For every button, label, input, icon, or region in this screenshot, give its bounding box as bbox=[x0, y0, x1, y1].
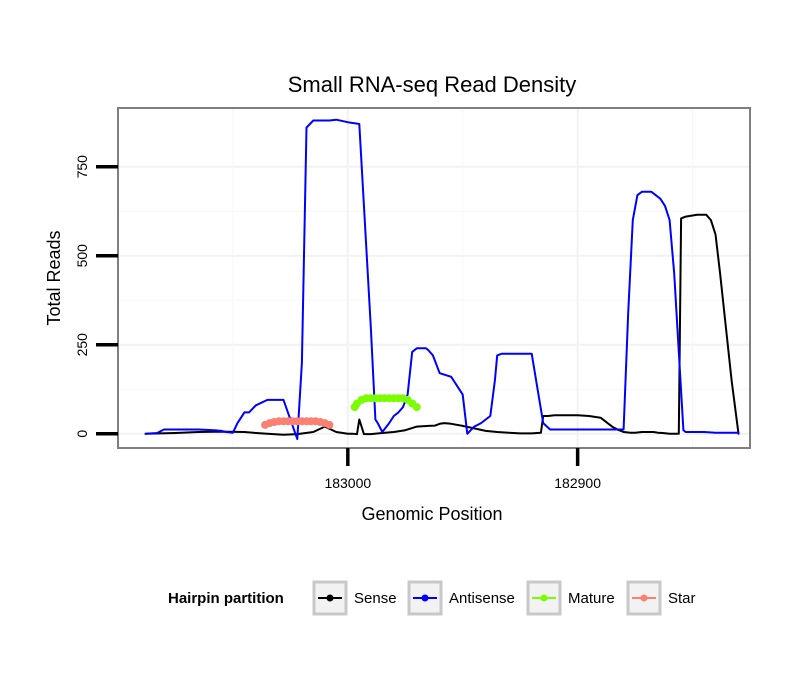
legend-key-point bbox=[640, 594, 648, 602]
y-tick-label: 0 bbox=[74, 430, 90, 438]
legend-key-point bbox=[540, 594, 548, 602]
plot-border bbox=[117, 107, 751, 449]
y-tick-label: 750 bbox=[74, 155, 90, 179]
legend-label: Sense bbox=[354, 590, 397, 607]
legend-item-star: Star bbox=[626, 580, 696, 616]
data-point-mature bbox=[412, 403, 421, 412]
series-line-sense bbox=[144, 213, 740, 436]
x-axis-title: Genomic Position bbox=[361, 504, 502, 524]
y-axis-title: Total Reads bbox=[44, 230, 64, 325]
legend-label: Antisense bbox=[449, 590, 515, 607]
x-tick-label: 183000 bbox=[324, 475, 371, 491]
grid-lines bbox=[118, 108, 750, 448]
series-layer bbox=[144, 118, 740, 441]
axes: 0 250 500 750 183000 182900 bbox=[74, 155, 601, 491]
series-line-antisense bbox=[144, 118, 740, 441]
legend-item-antisense: Antisense bbox=[407, 580, 515, 616]
legend-title: Hairpin partition bbox=[168, 590, 284, 607]
legend: Hairpin partition Sense Antisense Mature St… bbox=[168, 580, 696, 616]
chart-title: Small RNA-seq Read Density bbox=[288, 72, 577, 97]
y-tick-label: 500 bbox=[74, 244, 90, 268]
legend-key-point bbox=[421, 594, 429, 602]
legend-item-sense: Sense bbox=[312, 580, 397, 616]
legend-key-point bbox=[326, 594, 334, 602]
legend-label: Star bbox=[668, 590, 696, 607]
data-point-star bbox=[325, 420, 334, 429]
legend-label: Mature bbox=[568, 590, 615, 607]
y-tick-label: 250 bbox=[74, 333, 90, 357]
legend-item-mature: Mature bbox=[526, 580, 615, 616]
x-tick-label: 182900 bbox=[554, 475, 601, 491]
plot-panel bbox=[118, 108, 750, 448]
